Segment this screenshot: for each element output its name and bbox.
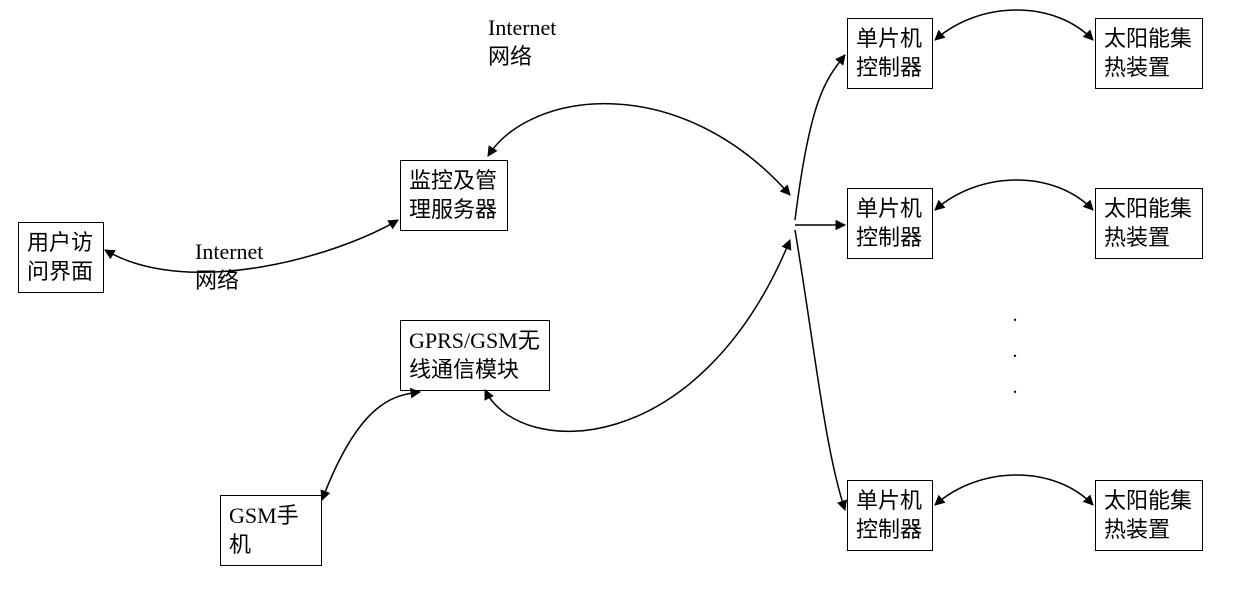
vertical-dots: ... xyxy=(1010,297,1020,405)
node-text: 线通信模块 xyxy=(409,357,519,382)
node-text: 热装置 xyxy=(1104,517,1170,542)
label-text: Internet xyxy=(488,15,556,40)
node-text: 单片机 xyxy=(856,26,922,51)
node-text: 太阳能集 xyxy=(1104,488,1192,513)
label-internet-1: Internet 网络 xyxy=(488,14,556,71)
label-text: 网络 xyxy=(195,268,239,293)
node-text: GSM手机 xyxy=(229,503,299,557)
node-text: 热装置 xyxy=(1104,55,1170,80)
node-mcu-2: 单片机 控制器 xyxy=(847,188,933,259)
node-mcu-3: 单片机 控制器 xyxy=(847,480,933,551)
label-text: 网络 xyxy=(488,44,532,69)
node-text: 控制器 xyxy=(856,225,922,250)
node-gsm-phone: GSM手机 xyxy=(220,495,322,566)
node-solar-2: 太阳能集 热装置 xyxy=(1095,188,1203,259)
node-text: 控制器 xyxy=(856,517,922,542)
node-solar-1: 太阳能集 热装置 xyxy=(1095,18,1203,89)
label-text: Internet xyxy=(195,239,263,264)
node-user-interface: 用户访 问界面 xyxy=(18,222,104,293)
node-text: 问界面 xyxy=(27,259,93,284)
node-gprs-module: GPRS/GSM无 线通信模块 xyxy=(400,320,550,391)
node-text: GPRS/GSM无 xyxy=(409,328,540,353)
node-text: 单片机 xyxy=(856,488,922,513)
node-text: 太阳能集 xyxy=(1104,26,1192,51)
node-text: 监控及管 xyxy=(409,168,497,193)
arrow-layer xyxy=(0,0,1240,595)
node-text: 热装置 xyxy=(1104,225,1170,250)
node-text: 理服务器 xyxy=(409,197,497,222)
node-text: 控制器 xyxy=(856,55,922,80)
node-mcu-1: 单片机 控制器 xyxy=(847,18,933,89)
node-solar-3: 太阳能集 热装置 xyxy=(1095,480,1203,551)
node-monitor-server: 监控及管 理服务器 xyxy=(400,160,508,231)
node-text: 太阳能集 xyxy=(1104,196,1192,221)
label-internet-2: Internet 网络 xyxy=(195,238,263,295)
node-text: 用户访 xyxy=(27,230,93,255)
node-text: 单片机 xyxy=(856,196,922,221)
